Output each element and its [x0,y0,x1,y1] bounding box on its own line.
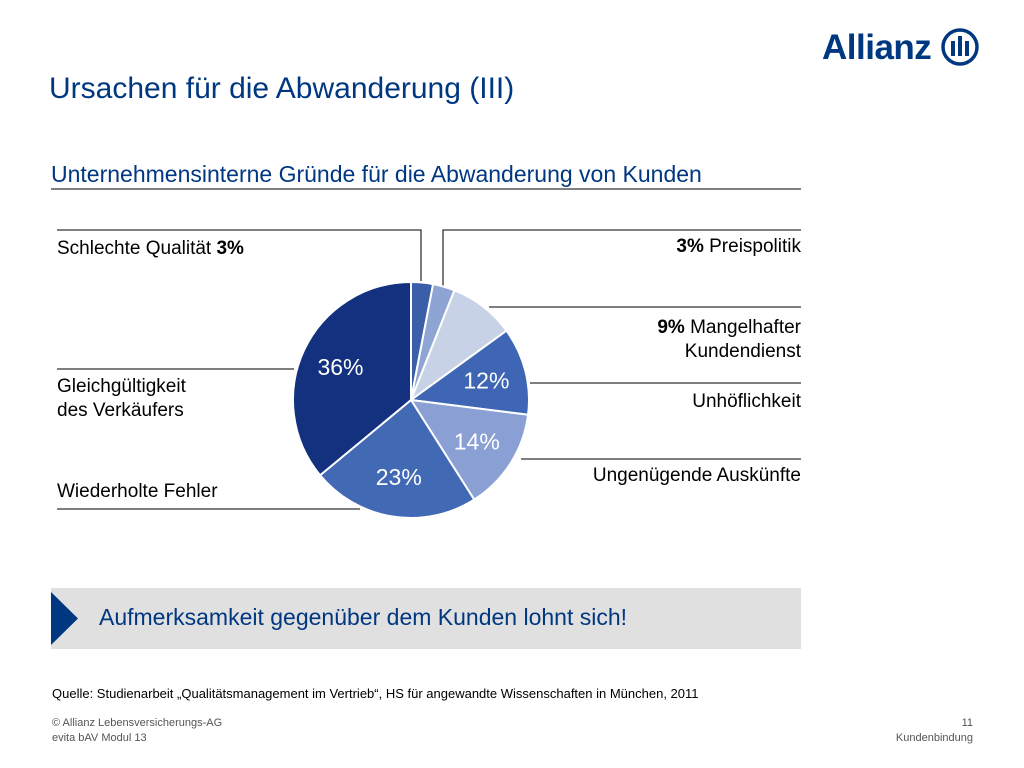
logo-wordmark: Allianz [822,28,932,67]
subtitle-divider [51,188,801,190]
pie-slice-label-6: 36% [317,354,363,380]
label-gleich-line2: des Verkäufers [57,400,184,421]
label-preispolitik: 3% Preispolitik [676,235,801,259]
label-schlechte-qualitaet: Schlechte Qualität 3% [57,237,244,261]
label-preispolitik-pct: 3% [676,236,704,257]
label-mangel-pct: 9% [657,317,685,338]
callout-text: Aufmerksamkeit gegenüber dem Kunden lohn… [99,604,628,630]
footer-left: © Allianz Lebensversicherungs-AG evita b… [52,716,222,746]
footer-module: evita bAV Modul 13 [52,732,147,744]
leader-lines [57,229,801,510]
key-message-callout: Aufmerksamkeit gegenüber dem Kunden lohn… [51,588,801,649]
chart-subtitle: Unternehmensinterne Gründe für die Abwan… [51,161,702,187]
label-gleichgueltigkeit: Gleichgültigkeit des Verkäufers [57,375,186,423]
leader-schlechte-qualitaet [57,229,422,281]
pie-slice-label-4: 14% [454,429,500,455]
pie-slice-label-5: 23% [376,464,422,490]
label-schlechte-qualitaet-pct: 3% [216,238,244,259]
label-mangel-line1: 9% Mangelhafter [657,316,801,340]
page-number: 11 [961,717,973,729]
allianz-logo: Allianz [822,26,979,70]
pie-slice-3 [408,329,530,416]
pie-slices [292,280,530,519]
footer-section: Kundenbindung [895,732,973,744]
leader-preispolitik [442,229,801,286]
label-mangel-line2: Kundendienst [684,341,801,362]
label-ungenuegende-auskuenfte: Ungenügende Auskünfte [592,465,801,486]
label-preispolitik-text: Preispolitik [703,236,801,257]
chevron-right-icon [51,592,78,645]
pie-slice-5 [318,398,476,519]
slide-title: Ursachen für die Abwanderung (III) [49,72,515,105]
footer-copyright: © Allianz Lebensversicherungs-AG [52,717,223,729]
label-wiederholte-fehler: Wiederholte Fehler [57,481,218,502]
footer-right: 11 Kundenbindung [896,716,973,746]
pie-slice-labels: 12% 14% 23% 36% [317,354,509,490]
label-gleich-line1: Gleichgültigkeit [57,376,186,397]
pie-slice-label-3: 12% [463,368,509,394]
allianz-eagle-icon [941,28,979,66]
pie-slice-4 [409,398,530,502]
source-note: Quelle: Studienarbeit „Qualitätsmanageme… [52,686,699,701]
label-schlechte-qualitaet-text: Schlechte Qualität [57,238,217,259]
label-unhoeflichkeit: Unhöflichkeit [692,391,801,412]
pie-slice-6 [292,280,412,477]
label-mangel-text1: Mangelhafter [684,317,801,338]
label-mangelhafter-kundendienst: 9% Mangelhafter Kundendienst [657,316,801,364]
